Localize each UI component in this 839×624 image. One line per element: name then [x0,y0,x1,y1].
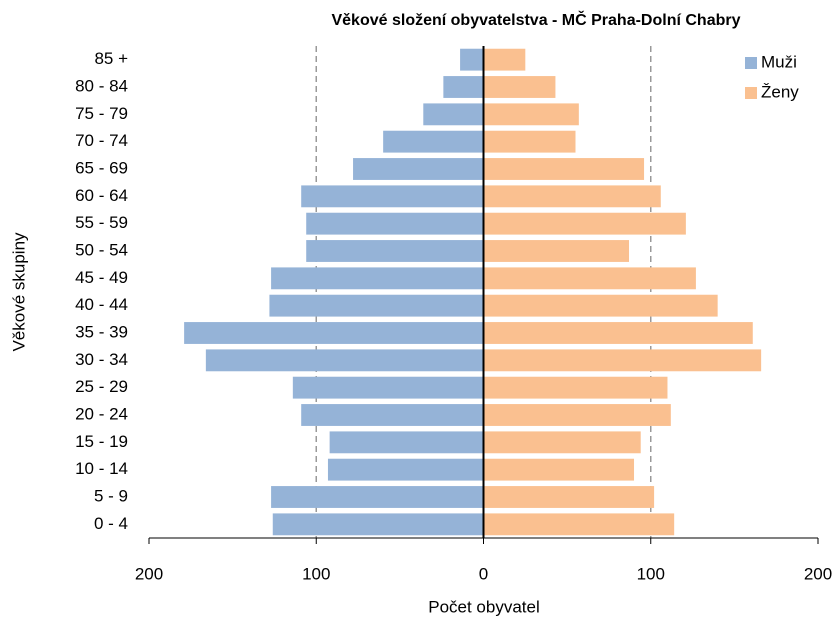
bar [483,322,753,344]
bar [423,103,484,126]
bar [483,212,686,235]
bar [483,267,696,290]
bar [271,486,484,508]
bar [205,349,484,372]
y-tick-label: 65 - 69 [75,158,128,177]
legend-swatch [745,87,757,99]
y-tick-label: 30 - 34 [75,350,128,369]
bar [483,486,655,508]
bar [483,458,635,481]
bar [301,185,484,208]
y-tick-label: 15 - 19 [75,432,128,451]
y-tick-label: 20 - 24 [75,404,128,423]
bar [292,376,484,399]
bar [383,130,484,153]
y-tick-label: 75 - 79 [75,104,128,123]
y-tick-label: 70 - 74 [75,131,128,150]
y-tick-label: 45 - 49 [75,268,128,287]
y-tick-label: 40 - 44 [75,295,128,314]
bar [306,212,484,235]
bar [483,513,675,536]
bar [483,76,556,98]
x-axis-label: Počet obyvatel [428,597,540,616]
y-tick-label: 80 - 84 [75,76,128,95]
y-tick-label: 85 + [94,49,128,68]
bar [483,294,718,317]
y-tick-label: 10 - 14 [75,459,128,478]
y-axis-label: Věkové skupiny [9,232,28,352]
bar [271,267,484,290]
bar [483,349,762,372]
y-tick-label: 0 - 4 [94,514,128,533]
bar [329,431,484,454]
bar [184,322,484,344]
bar [301,404,484,426]
legend-label: Muži [761,52,797,71]
bar [483,431,641,454]
y-tick-label: 5 - 9 [94,486,128,505]
bar [272,513,484,536]
bar [443,76,484,98]
bar [483,376,668,399]
bar [483,48,526,71]
bar [483,103,579,126]
x-tick-label: 100 [302,564,330,583]
bar [269,294,484,317]
y-tick-label: 35 - 39 [75,322,128,341]
y-tick-label: 60 - 64 [75,186,128,205]
bar [327,458,484,481]
bar [460,48,484,71]
x-tick-label: 0 [479,564,488,583]
x-tick-label: 200 [804,564,832,583]
bar [306,240,484,262]
bar [483,404,671,426]
y-tick-label: 25 - 29 [75,377,128,396]
bar [483,158,645,180]
legend-label: Ženy [761,82,799,101]
chart-title: Věkové složení obyvatelstva - MČ Praha-D… [331,10,740,29]
bar [483,130,576,153]
legend-swatch [745,57,757,69]
x-tick-label: 100 [637,564,665,583]
bar [483,185,661,208]
y-tick-label: 50 - 54 [75,240,128,259]
bar [353,158,484,180]
x-tick-label: 200 [135,564,163,583]
y-tick-label: 55 - 59 [75,213,128,232]
bar [483,240,630,262]
